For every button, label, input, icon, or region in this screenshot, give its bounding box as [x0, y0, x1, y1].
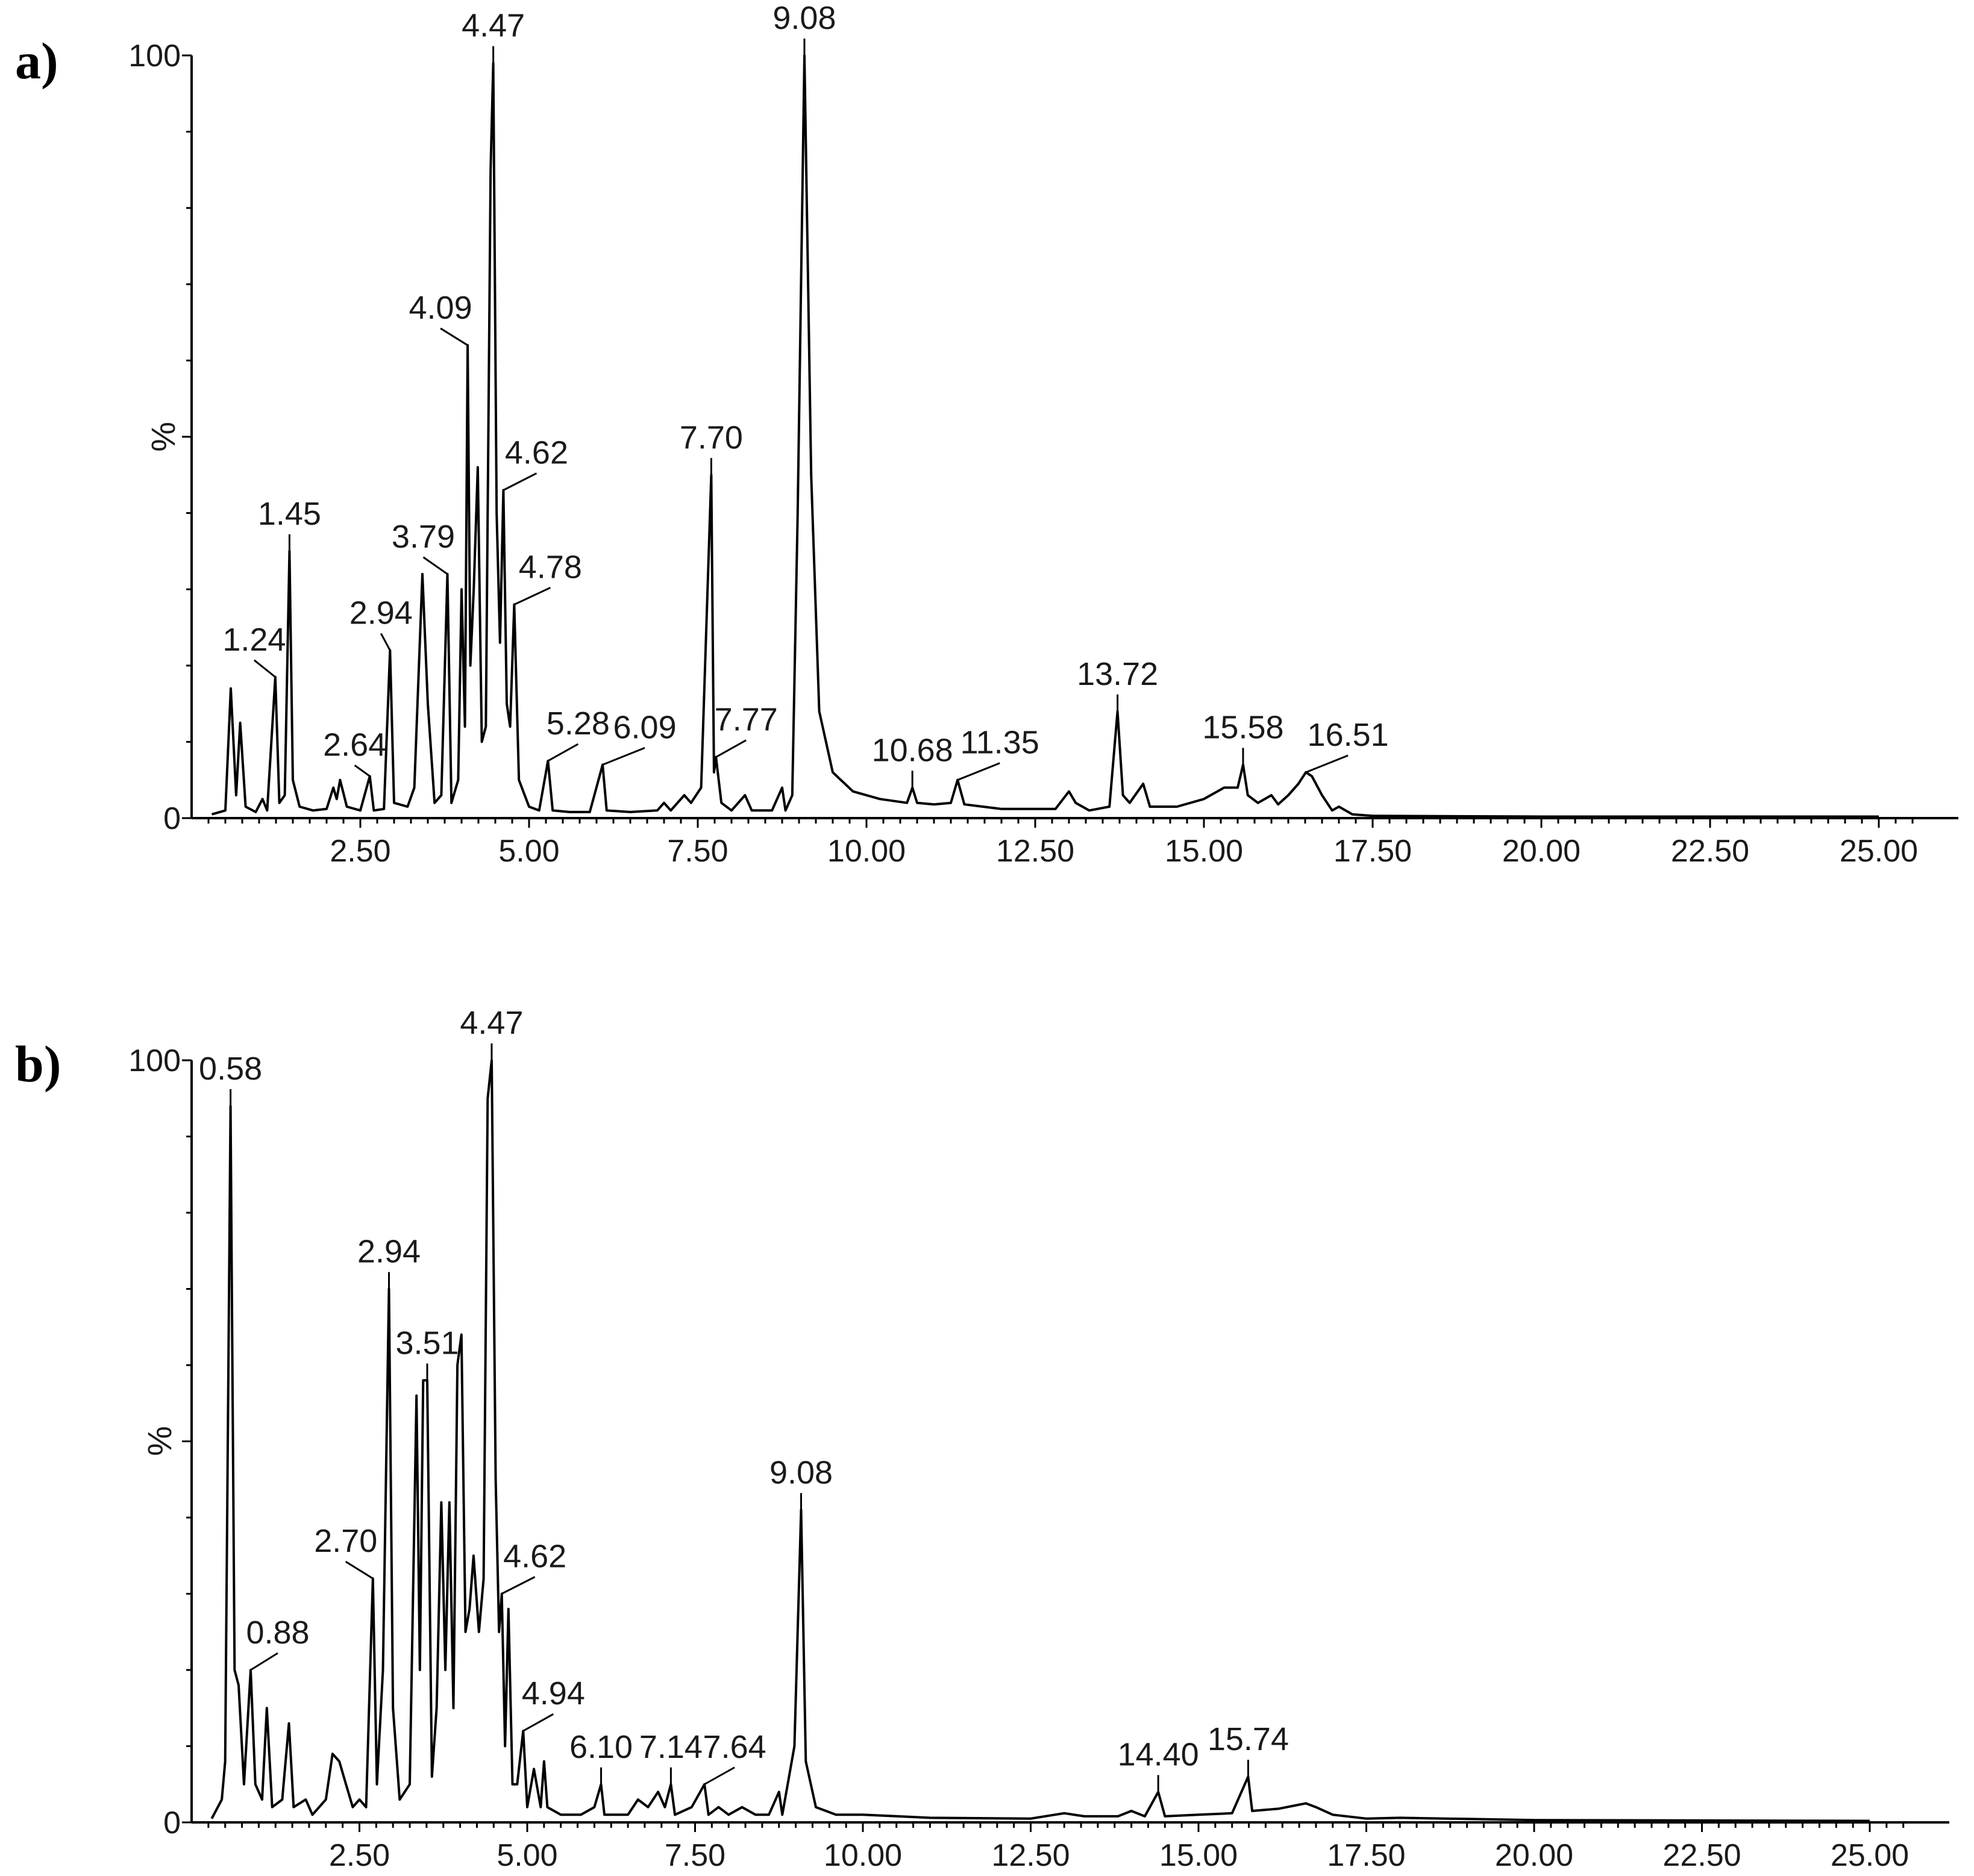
y-tick-label-0-b: 0 [163, 1806, 181, 1840]
x-axis-ticks-a [207, 818, 1914, 828]
x-tick-label: 2.50 [329, 1838, 390, 1873]
peak-leader-line [1305, 754, 1349, 774]
peak-leader-line [715, 739, 747, 758]
peak-leader-line [704, 1766, 735, 1786]
peak-labels-a: 1.24 1.45 2.64 2.94 3.79 4.09 4.47 4.62 … [222, 0, 1389, 788]
peak-label: 1.45 [258, 496, 321, 532]
peak-label: 1.24 [222, 622, 286, 658]
peak-leader-line [501, 1576, 536, 1595]
peak-leader-line [513, 587, 551, 605]
x-tick-label: 17.50 [1327, 1838, 1405, 1873]
peak-leader-line [345, 1560, 374, 1580]
peak-label: 4.62 [505, 435, 568, 471]
peak-label: 15.74 [1208, 1721, 1289, 1757]
peak-label: 0.88 [246, 1615, 309, 1651]
x-tick-label: 12.50 [996, 834, 1074, 869]
chromatogram-trace-b [210, 1059, 1870, 1822]
peak-label: 2.70 [314, 1523, 377, 1559]
peak-label: 6.09 [613, 709, 677, 745]
y-axis-ticks-b [182, 1059, 192, 1824]
y-tick-label-100-a: 100 [128, 39, 181, 73]
peak-label: 5.28 [547, 705, 610, 742]
x-tick-label: 5.00 [497, 1838, 557, 1873]
peak-label: 6.10 [569, 1729, 633, 1765]
peak-leader-line [602, 746, 645, 766]
x-tick-label: 20.00 [1502, 834, 1581, 869]
peak-label: 2.64 [323, 727, 386, 763]
peak-label: 10.68 [872, 732, 953, 768]
peak-label: 9.08 [769, 1454, 833, 1490]
peak-label: 15.58 [1202, 709, 1283, 745]
peak-label: 14.40 [1118, 1736, 1199, 1772]
peak-leader-line [253, 659, 276, 678]
x-tick-label: 17.50 [1333, 834, 1412, 869]
peak-label: 13.72 [1077, 656, 1158, 692]
peak-label: 7.77 [715, 702, 778, 738]
peak-leader-line [957, 762, 1000, 781]
peak-label: 3.51 [395, 1325, 459, 1361]
peak-leader-line [440, 327, 468, 346]
peak-label: 4.09 [409, 290, 472, 326]
x-tick-label: 25.00 [1840, 834, 1918, 869]
x-tick-label: 22.50 [1671, 834, 1749, 869]
peak-leader-line [547, 743, 579, 762]
chromatogram-panel-a: a) 100 0 % 2.50 5.00 7.50 10.00 12.50 15… [15, 0, 1958, 869]
peak-label: 9.08 [772, 0, 836, 36]
y-axis-label-b: % [140, 1426, 178, 1456]
peak-leader-line [522, 1713, 554, 1732]
peak-label: 0.58 [199, 1051, 262, 1087]
x-tick-labels-a: 2.50 5.00 7.50 10.00 12.50 15.00 17.50 2… [330, 834, 1918, 869]
y-tick-label-0-a: 0 [163, 801, 181, 836]
x-tick-label: 7.50 [665, 1838, 725, 1873]
y-axis-ticks-a [182, 54, 192, 819]
peak-label: 4.94 [522, 1675, 585, 1712]
peak-labels-b: 0.58 0.88 2.70 2.94 3.51 4.47 4.62 4.94 … [199, 1005, 1289, 1792]
peak-leader-line [503, 472, 537, 491]
peak-label: 2.94 [357, 1234, 421, 1270]
peak-label: 7.64 [703, 1729, 766, 1765]
peak-label: 4.47 [462, 8, 525, 44]
x-tick-label: 7.50 [667, 834, 728, 869]
peak-label: 7.70 [680, 419, 743, 455]
x-tick-label: 25.00 [1831, 1838, 1909, 1873]
x-tick-label: 15.00 [1165, 834, 1243, 869]
peak-leader-line [250, 1652, 278, 1671]
peak-leader-line [380, 633, 391, 651]
x-tick-label: 10.00 [827, 834, 906, 869]
chromatogram-trace-a [212, 54, 1879, 818]
panel-label-b: b) [15, 1035, 61, 1093]
panel-label-a: a) [15, 32, 58, 90]
peak-label: 2.94 [349, 595, 413, 631]
x-tick-label: 15.00 [1159, 1838, 1238, 1873]
y-axis-label-a: % [144, 422, 182, 452]
x-tick-label: 5.00 [498, 834, 559, 869]
x-tick-label: 12.50 [991, 1838, 1070, 1873]
x-tick-label: 22.50 [1662, 1838, 1741, 1873]
peak-leader-line [422, 556, 448, 575]
peak-label: 3.79 [392, 519, 455, 555]
y-tick-label-100-b: 100 [128, 1043, 181, 1078]
peak-label: 4.62 [503, 1539, 566, 1575]
x-tick-label: 20.00 [1495, 1838, 1573, 1873]
x-tick-label: 10.00 [824, 1838, 902, 1873]
x-tick-label: 2.50 [330, 834, 390, 869]
peak-label: 16.51 [1308, 717, 1389, 753]
peak-label: 4.78 [519, 549, 582, 586]
peak-label: 7.14 [639, 1729, 703, 1765]
peak-label: 4.47 [460, 1005, 523, 1041]
peak-leader-line [354, 764, 371, 777]
x-axis-ticks-b [207, 1822, 1905, 1832]
x-tick-labels-b: 2.50 5.00 7.50 10.00 12.50 15.00 17.50 2… [329, 1838, 1909, 1873]
chromatogram-panel-b: b) 100 0 % 2.50 5.00 7.50 10.00 12.50 15… [15, 1005, 1949, 1873]
peak-label: 11.35 [960, 725, 1039, 761]
